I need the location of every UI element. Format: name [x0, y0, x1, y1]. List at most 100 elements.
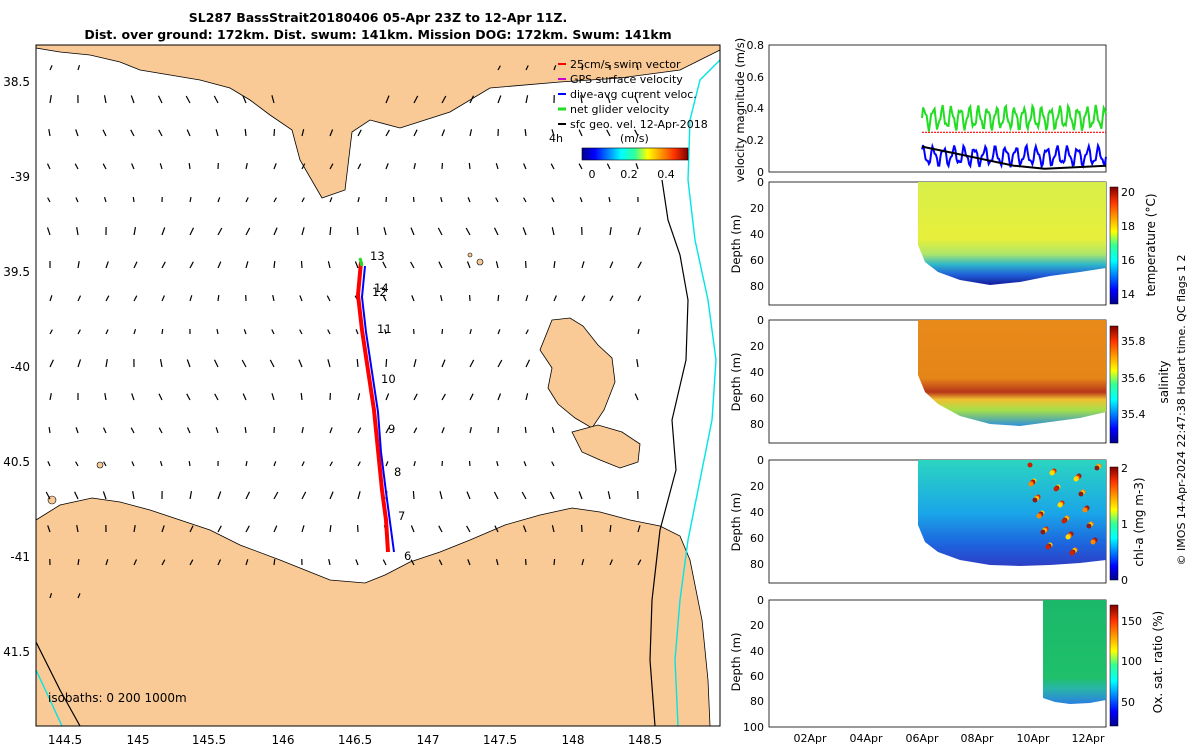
- velocity-arrow: [74, 163, 79, 170]
- chla-y-tick: 80: [750, 558, 764, 571]
- velocity-arrow: [130, 427, 135, 434]
- velocity-arrow: [357, 461, 361, 467]
- velocity-arrow: [77, 65, 81, 71]
- legend-colorbar-tick: 0.4: [657, 168, 675, 181]
- day-label: 13: [370, 249, 385, 263]
- velocity-arrow: [327, 261, 331, 269]
- velocity-arrow: [273, 227, 278, 236]
- velocity-arrow: [329, 129, 334, 137]
- legend-item: sfc geo. vel. 12-Apr-2018: [570, 118, 708, 131]
- velocity-arrow: [385, 461, 389, 467]
- velocity-arrow: [523, 163, 527, 170]
- velocity-arrow: [636, 359, 639, 368]
- velocity-arrow: [271, 393, 275, 401]
- velocity-arrow: [217, 227, 223, 236]
- day-labels: 13 14 12 11 10 9 8 7 6: [370, 249, 411, 563]
- temperature-y-tick: 0: [757, 176, 764, 189]
- chla-point: [1065, 534, 1071, 540]
- velocity-arrow: [637, 328, 640, 335]
- velocity-arrow: [551, 227, 555, 236]
- temperature-panel: Depth (m) 0 20 40 60 80 14 16 18 20 temp…: [729, 176, 1158, 306]
- velocity-arrow: [245, 261, 249, 269]
- legend-item: dive-avg current veloc.: [570, 88, 697, 101]
- map-y-tick: 40.5: [3, 455, 30, 469]
- velocity-arrow: [550, 163, 555, 170]
- velocity-arrow: [609, 559, 613, 566]
- velocity-arrow: [522, 227, 527, 236]
- velocity-arrow: [523, 197, 527, 203]
- velocity-arrow: [438, 525, 443, 533]
- velocity-arrow: [273, 163, 277, 170]
- velocity-arrow: [412, 196, 415, 203]
- velocity-arrow: [102, 129, 107, 137]
- map-y-tick: -40: [10, 360, 30, 374]
- velocity-arrow: [48, 128, 51, 137]
- temperature-cbar-tick: 14: [1121, 288, 1135, 301]
- velocity-arrow: [466, 261, 471, 269]
- velocity-arrow: [385, 95, 390, 104]
- chla-point: [1069, 550, 1075, 556]
- velocity-arrow: [329, 491, 334, 500]
- day-label: 10: [381, 372, 396, 386]
- map-x-tick: 144.5: [48, 733, 82, 747]
- velocity-arrow: [497, 65, 501, 71]
- velocity-arrow: [413, 461, 416, 467]
- velocity-arrow: [217, 197, 221, 203]
- chla-point: [1078, 491, 1084, 497]
- velocity-arrow: [524, 426, 527, 434]
- time-x-tick: 08Apr: [960, 732, 994, 745]
- velocity-arrow: [45, 491, 51, 500]
- velocity-arrow: [495, 261, 499, 269]
- velocity-arrow: [133, 329, 137, 335]
- oxygen-colorbar: [1109, 604, 1119, 727]
- velocity-arrow: [102, 163, 107, 170]
- velocity-arrow: [441, 129, 446, 137]
- velocity-arrow: [467, 197, 471, 203]
- velocity-arrow: [75, 129, 79, 137]
- velocity-arrow: [578, 491, 583, 500]
- velocity-y-tick: 0.8: [747, 39, 765, 52]
- chla-point: [1057, 502, 1063, 508]
- velocity-arrow: [549, 491, 555, 500]
- velocity-arrow: [131, 461, 135, 467]
- temperature-cbar-tick: 18: [1121, 220, 1135, 233]
- velocity-arrow: [382, 261, 387, 269]
- velocity-arrow: [606, 129, 611, 137]
- velocity-arrow: [189, 196, 192, 203]
- map-x-tick: 146.5: [338, 733, 372, 747]
- velocity-arrow: [301, 129, 305, 137]
- chla-y-tick: 20: [750, 480, 764, 493]
- legend-item: net glider velocity: [570, 103, 670, 116]
- velocity-arrow: [580, 95, 583, 104]
- velocity-arrow: [551, 427, 555, 434]
- velocity-arrow: [497, 359, 503, 368]
- velocity-arrow: [105, 559, 109, 566]
- legend-scale-label: 4h: [549, 132, 563, 145]
- island-hogan: [476, 258, 484, 266]
- velocity-arrow: [245, 162, 248, 170]
- day-label: 14: [374, 281, 389, 295]
- velocity-y-tick: 0: [757, 166, 764, 179]
- land-victoria: [35, 44, 721, 199]
- velocity-arrow: [185, 95, 191, 104]
- velocity-arrow: [468, 162, 471, 170]
- velocity-arrow: [189, 559, 194, 566]
- oxygen-cbar-label: Ox. sat. ratio (%): [1151, 611, 1165, 713]
- velocity-arrow: [551, 129, 555, 137]
- chla-y-tick: 40: [750, 506, 764, 519]
- velocity-arrow: [133, 261, 138, 269]
- velocity-arrow: [441, 359, 446, 368]
- velocity-arrow: [465, 227, 471, 236]
- map-x-tick: 147: [417, 733, 440, 747]
- oxygen-y-tick: 20: [750, 619, 764, 632]
- isobath-1000m-west: [35, 669, 63, 727]
- velocity-arrow: [46, 227, 51, 236]
- velocity-arrow: [301, 461, 305, 467]
- velocity-arrow: [215, 427, 219, 434]
- velocity-arrow: [245, 559, 249, 566]
- velocity-arrow: [495, 197, 499, 203]
- chla-point: [1032, 497, 1038, 503]
- velocity-arrow: [105, 295, 110, 302]
- velocity-arrow: [133, 295, 138, 302]
- chla-point: [1027, 462, 1033, 468]
